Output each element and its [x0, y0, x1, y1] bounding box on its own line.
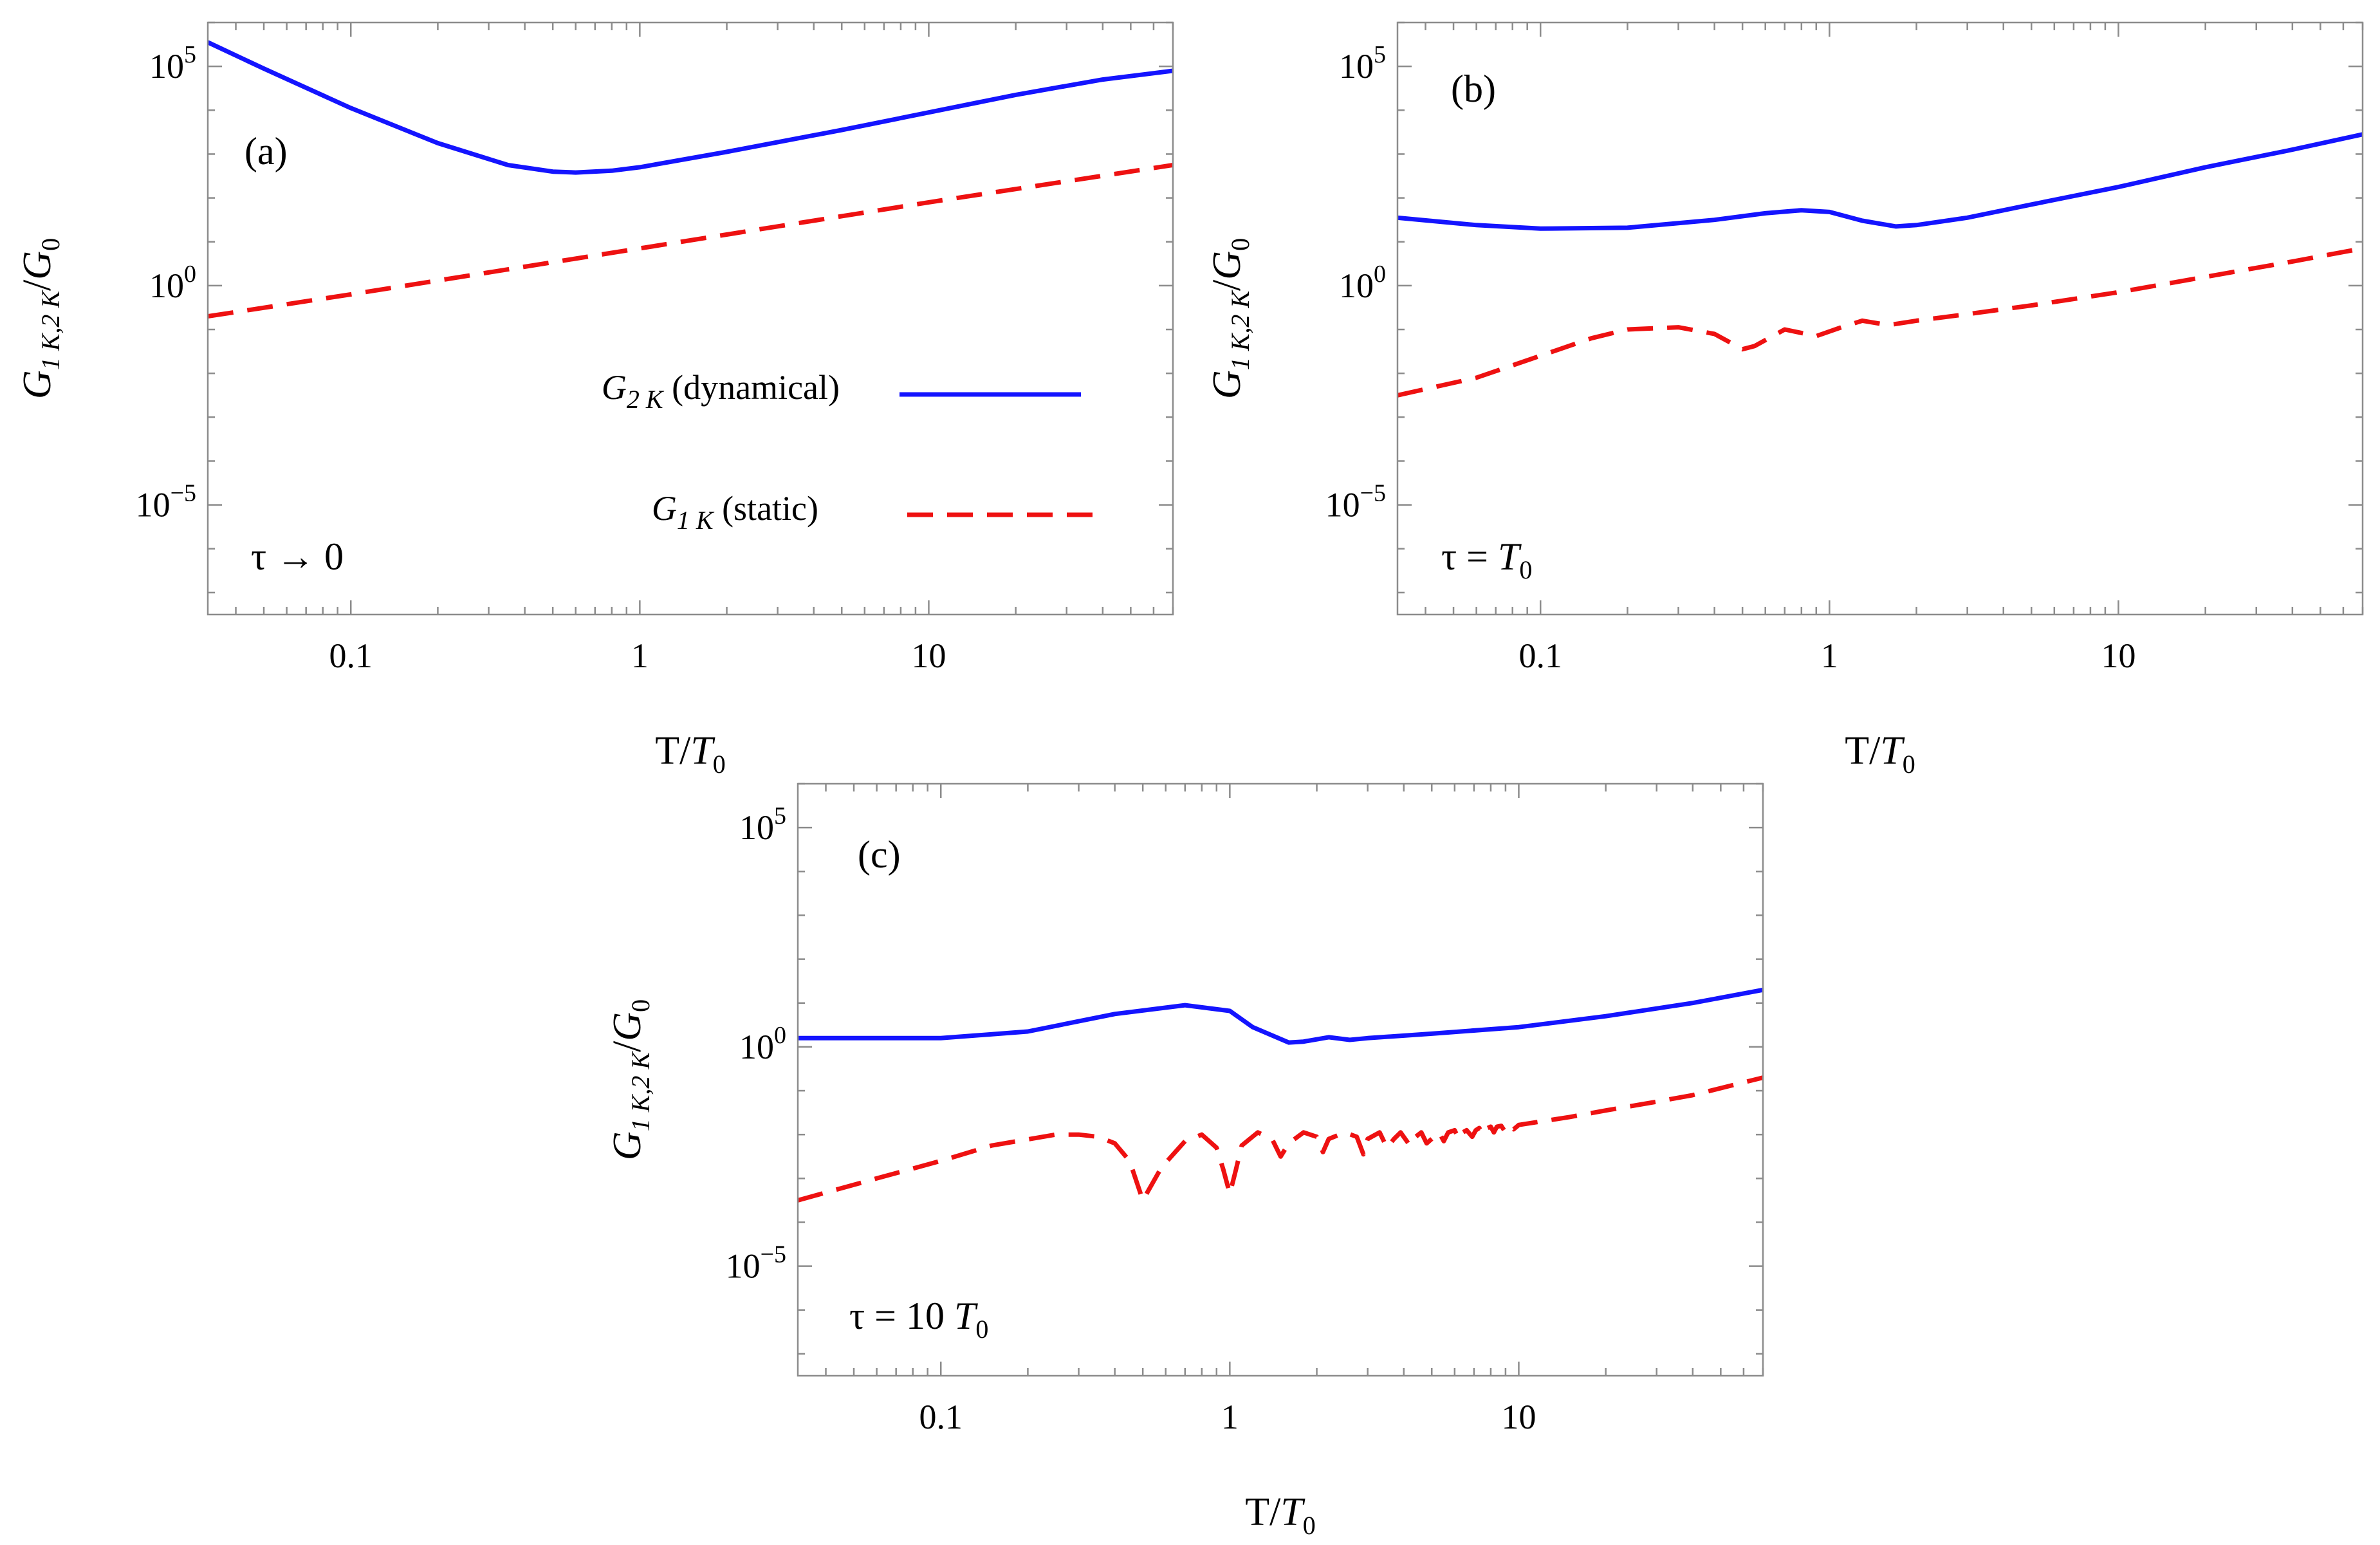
y-tick-label: 100	[1339, 261, 1386, 305]
x-tick-label: 1	[1821, 636, 1838, 675]
series-line-static	[208, 163, 1173, 319]
svg-text:T/T0: T/T0	[655, 729, 726, 779]
y-axis-label: G1 K,2 K/G0	[605, 999, 655, 1160]
series-line-dynamical	[1398, 132, 2363, 231]
x-tick-label: 10	[1501, 1398, 1536, 1436]
x-axis-label: T/T0	[1845, 729, 1915, 779]
panel-label: (b)	[1451, 68, 1496, 110]
x-tick-label: 0.1	[919, 1398, 963, 1436]
y-tick-label: 10−5	[136, 480, 196, 524]
y-axis-label: G1 K,2 K/G0	[15, 238, 65, 399]
series-line-static	[1398, 246, 2363, 398]
condition-label: τ → 0	[251, 535, 344, 578]
x-axis-label: T/T0	[1245, 1490, 1316, 1540]
panel-label: (a)	[244, 130, 288, 172]
x-tick-label: 1	[631, 636, 649, 675]
x-tick-label: 10	[2101, 636, 2136, 675]
x-tick-label: 1	[1221, 1398, 1239, 1436]
svg-text:T/T0: T/T0	[1845, 729, 1915, 779]
y-axis-label: G1 K,2 K/G0	[1205, 238, 1255, 399]
series-line-dynamical	[798, 987, 1763, 1045]
series-line-static	[798, 1075, 1763, 1203]
legend-label-static: G1 K (static)	[652, 489, 818, 535]
y-tick-label: 10−5	[726, 1241, 786, 1286]
panel-label: (c)	[858, 833, 901, 876]
y-tick-label: 105	[739, 802, 786, 847]
x-tick-label: 0.1	[1518, 636, 1562, 675]
svg-text:T/T0: T/T0	[1245, 1490, 1316, 1540]
condition-label: τ = T0	[1441, 535, 1532, 584]
y-tick-label: 105	[1339, 41, 1386, 86]
y-tick-label: 100	[739, 1022, 786, 1066]
x-tick-label: 10	[911, 636, 946, 675]
plot-frame	[207, 21, 1174, 616]
legend: G2 K (dynamical) G1 K (static)	[602, 368, 1094, 535]
condition-label: τ = 10 T0	[849, 1295, 988, 1344]
plot-frame	[797, 782, 1764, 1377]
svg-text:G1 K,2 K/G0: G1 K,2 K/G0	[1205, 238, 1255, 399]
svg-text:G1 K,2 K/G0: G1 K,2 K/G0	[15, 238, 65, 399]
x-axis-label: T/T0	[655, 729, 726, 779]
x-tick-label: 0.1	[329, 636, 373, 675]
y-tick-label: 10−5	[1325, 480, 1386, 524]
y-tick-label: 100	[149, 261, 196, 305]
y-tick-label: 105	[149, 41, 196, 86]
series-line-dynamical	[208, 40, 1173, 175]
legend-label-dynamical: G2 K (dynamical)	[602, 368, 840, 414]
svg-text:G1 K,2 K/G0: G1 K,2 K/G0	[605, 999, 655, 1160]
plot-frame	[1396, 21, 2364, 616]
